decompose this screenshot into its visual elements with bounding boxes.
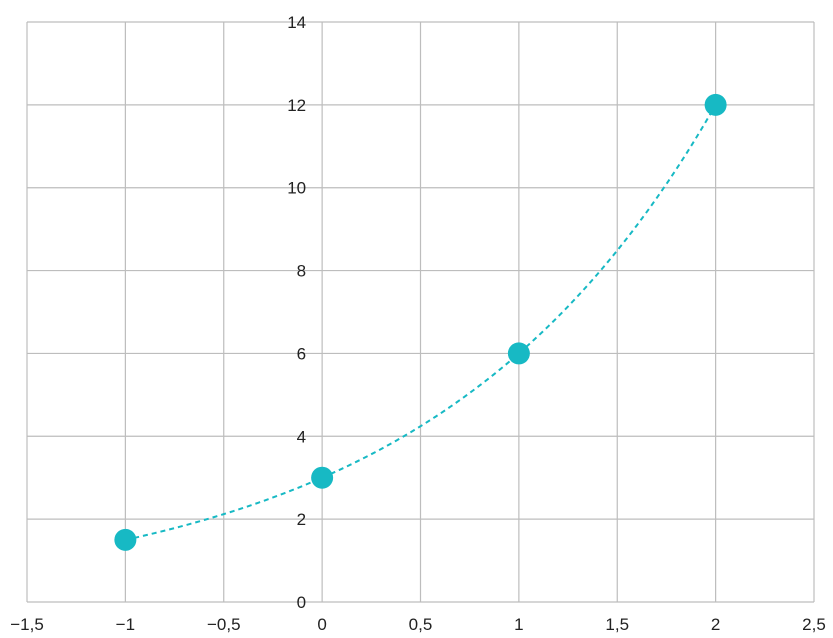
data-point xyxy=(311,466,334,489)
curve-layer xyxy=(125,104,717,541)
y-tick-label: 0 xyxy=(297,593,306,612)
x-tick-label: 1,5 xyxy=(605,615,629,634)
x-tick-label: −1 xyxy=(116,615,135,634)
x-tick-label: −1,5 xyxy=(10,615,44,634)
data-point xyxy=(507,342,530,365)
y-tick-label: 14 xyxy=(287,13,306,32)
y-tick-label: 8 xyxy=(297,262,306,281)
horizontal-gridlines xyxy=(27,21,814,603)
data-point xyxy=(704,93,727,116)
exponential-curve xyxy=(125,104,717,541)
x-tick-label: −0,5 xyxy=(207,615,241,634)
x-tick-label: 0 xyxy=(317,615,326,634)
y-tick-label: 12 xyxy=(287,96,306,115)
y-tick-label: 10 xyxy=(287,179,306,198)
x-tick-labels: −1,5 −1 −0,5 0 0,5 1 1,5 2 2,5 xyxy=(10,615,826,634)
data-points xyxy=(114,93,727,551)
x-tick-label: 1 xyxy=(514,615,523,634)
y-tick-label: 4 xyxy=(297,427,306,446)
y-tick-labels: 0 2 4 6 8 10 12 14 xyxy=(287,13,306,612)
x-tick-label: 2 xyxy=(711,615,720,634)
data-point xyxy=(114,528,137,551)
y-tick-label: 6 xyxy=(297,344,306,363)
x-tick-label: 0,5 xyxy=(409,615,433,634)
vertical-gridlines xyxy=(26,22,815,602)
x-tick-label: 2,5 xyxy=(802,615,826,634)
y-tick-label: 2 xyxy=(297,510,306,529)
